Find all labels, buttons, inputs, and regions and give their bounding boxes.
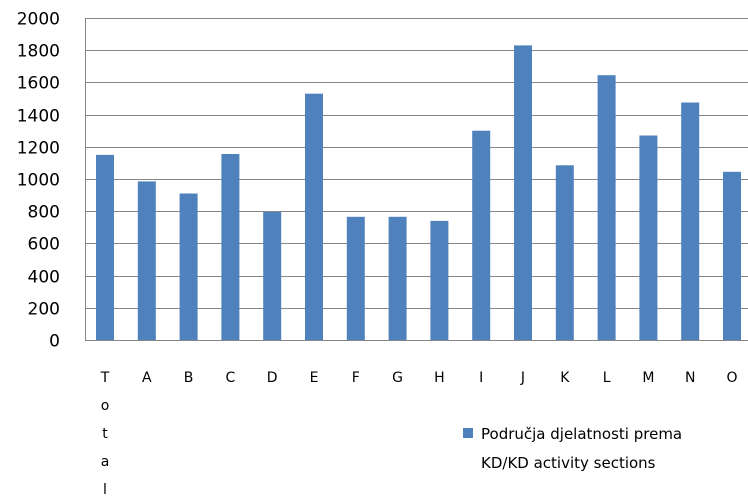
x-category-label: D (267, 370, 278, 386)
bar-g (388, 216, 407, 340)
x-category-label: F (352, 370, 360, 386)
legend: Područja djelatnosti prema KD/KD activit… (463, 425, 682, 472)
legend-label-line-1: Područja djelatnosti prema (481, 425, 682, 443)
y-axis-tick-labels: 0 200 400 600 800 1000 1200 1400 1600 1800 2000 (17, 10, 60, 352)
x-category-label: N (685, 370, 695, 386)
x-category-label: I (479, 370, 483, 386)
bar-m (639, 135, 658, 340)
y-tick-label: 1800 (17, 42, 60, 62)
y-tick-label: 1400 (17, 107, 60, 127)
x-category-label: A (142, 370, 152, 386)
bars (96, 45, 741, 341)
x-category-label: J (520, 370, 525, 386)
bar-total (96, 154, 114, 340)
legend-label-line-2: KD/KD activity sections (481, 454, 656, 472)
y-tick-label: 1000 (17, 171, 60, 191)
bar-f (346, 216, 365, 340)
y-tick-label: 200 (28, 300, 60, 320)
bar-n (681, 102, 700, 340)
y-tick-label: 800 (28, 203, 60, 223)
x-category-label: M (642, 370, 654, 386)
x-category-label: L (603, 370, 611, 386)
bar-h (430, 220, 449, 340)
bar-b (179, 193, 198, 340)
x-category-label: K (560, 370, 570, 386)
y-tick-label: 1600 (17, 74, 60, 94)
bar-a (137, 181, 156, 340)
y-tick-label: 400 (28, 268, 60, 288)
bar-i (472, 130, 491, 340)
x-category-label: H (434, 370, 445, 386)
bar-d (263, 212, 282, 340)
y-tick-label: 0 (49, 332, 60, 352)
bar-l (597, 75, 616, 340)
x-category-label: O (726, 370, 737, 386)
bar-j (514, 45, 532, 341)
x-category-label: B (184, 370, 194, 386)
y-tick-label: 1200 (17, 139, 60, 159)
bar-k (555, 165, 574, 340)
x-category-label: C (226, 370, 236, 386)
y-tick-label: 600 (28, 235, 60, 255)
legend-swatch (463, 428, 473, 438)
y-tick-label: 2000 (17, 10, 60, 30)
x-category-label: G (392, 370, 403, 386)
x-category-label: E (310, 370, 319, 386)
bar-e (305, 93, 323, 340)
bar-o (723, 171, 741, 340)
bar-c (221, 154, 240, 340)
